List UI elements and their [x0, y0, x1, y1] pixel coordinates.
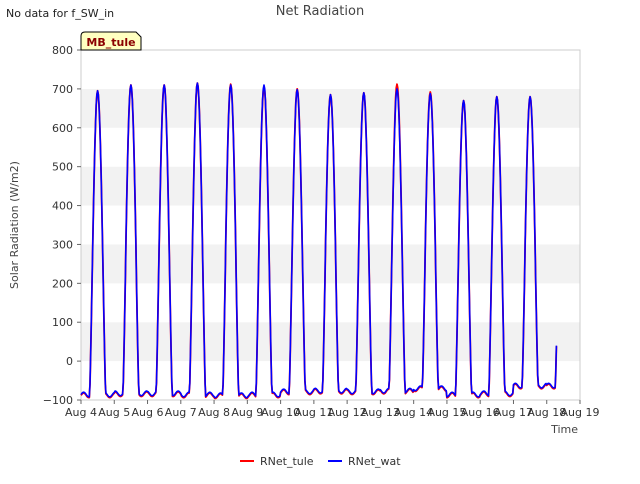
y-tick-label: 800	[52, 44, 73, 57]
y-axis-ticks: −100 0 100 200 300 400 500 600 700 800	[43, 44, 81, 407]
chart-title: Net Radiation	[276, 4, 364, 19]
no-data-note: No data for f_SW_in	[6, 7, 115, 20]
y-tick-label: 500	[52, 161, 73, 174]
y-tick-label: 700	[52, 83, 73, 96]
grid-band	[81, 283, 580, 323]
x-tick-label: Aug 13	[361, 406, 400, 419]
x-tick-label: Aug 6	[132, 406, 164, 419]
x-tick-label: Aug 11	[294, 406, 333, 419]
site-badge-label: MB_tule	[86, 36, 135, 49]
grid-band	[81, 50, 580, 89]
series-lines	[80, 82, 558, 400]
y-tick-label: 100	[52, 316, 73, 329]
y-tick-label: −100	[43, 394, 73, 407]
site-badge-box	[80, 31, 142, 51]
plot-frame	[80, 49, 581, 401]
x-tick-label: Aug 7	[165, 406, 197, 419]
grid-band	[81, 205, 580, 245]
x-tick-label: Aug 15	[427, 406, 466, 419]
site-badge: MB_tule	[80, 31, 142, 51]
x-tick-label: Aug 8	[198, 406, 230, 419]
y-tick-label: 300	[52, 238, 73, 251]
grid-band	[81, 322, 580, 362]
legend-label-rnet-wat: RNet_wat	[348, 455, 401, 468]
x-tick-label: Aug 16	[461, 406, 500, 419]
x-tick-label: Aug 19	[561, 406, 600, 419]
x-tick-label: Aug 18	[527, 406, 566, 419]
x-tick-label: Aug 10	[261, 406, 300, 419]
y-tick-label: 200	[52, 277, 73, 290]
y-tick-label: 0	[66, 355, 73, 368]
legend: RNet_tule RNet_wat	[240, 455, 401, 468]
y-tick-label: 400	[52, 200, 73, 213]
grid-band	[81, 166, 580, 206]
legend-label-rnet-tule: RNet_tule	[260, 455, 314, 468]
grid-bands	[81, 50, 580, 400]
y-tick-label: 600	[52, 122, 73, 135]
x-axis-label: Time	[550, 423, 578, 436]
grid-band	[81, 361, 580, 400]
x-tick-label: Aug 14	[394, 406, 433, 419]
x-tick-label: Aug 17	[494, 406, 533, 419]
x-tick-label: Aug 5	[98, 406, 130, 419]
x-tick-label: Aug 9	[231, 406, 263, 419]
y-axis-label: Solar Radiation (W/m2)	[8, 161, 21, 289]
series-line-rnet-wat	[80, 82, 558, 399]
x-tick-label: Aug 12	[328, 406, 367, 419]
x-tick-label: Aug 4	[65, 406, 97, 419]
grid-band	[81, 127, 580, 167]
grid-band	[81, 244, 580, 284]
